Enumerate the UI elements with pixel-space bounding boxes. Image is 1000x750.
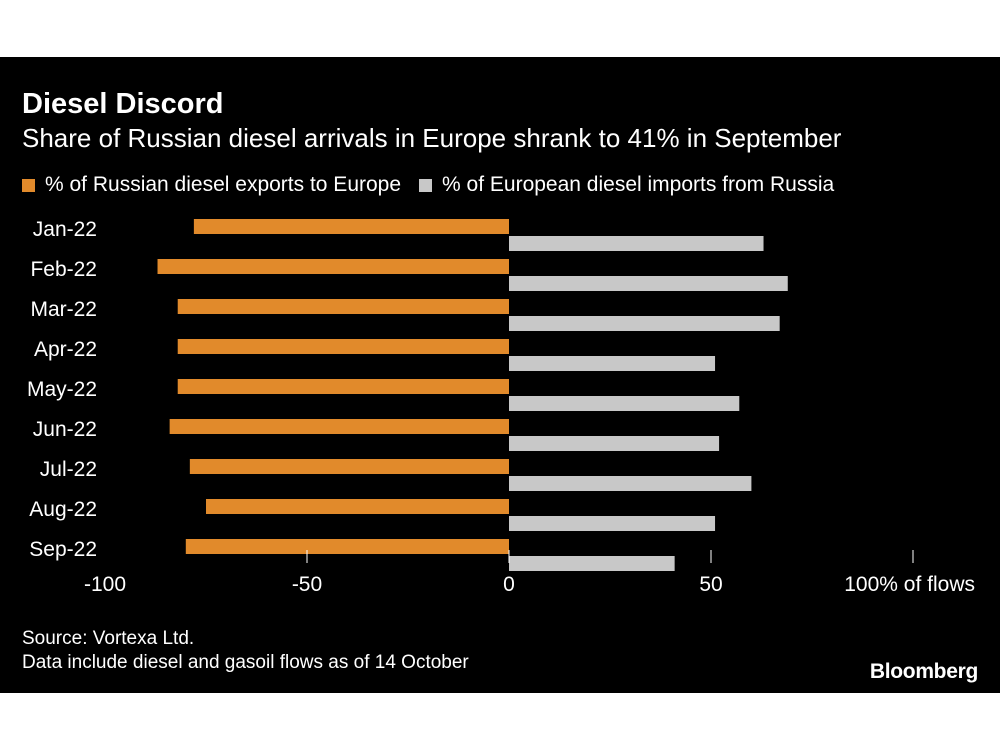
category-label: Jan-22 (33, 218, 97, 241)
chart-frame: Diesel Discord Share of Russian diesel a… (0, 57, 1000, 693)
x-tick-label: -50 (292, 573, 322, 596)
source-note: Source: Vortexa Ltd. (22, 628, 195, 649)
bar-exports (189, 459, 509, 474)
legend-swatch-imports (419, 178, 433, 192)
bar-exports (177, 299, 509, 314)
legend-label-exports: % of Russian diesel exports to Europe (45, 173, 402, 196)
bar-imports (509, 556, 675, 571)
legend-item-exports: % of Russian diesel exports to Europe (22, 173, 401, 197)
x-tick-label: 100% of flows (844, 573, 975, 596)
category-label: Apr-22 (34, 338, 97, 361)
bar-imports (509, 516, 716, 531)
category-label: Sep-22 (29, 538, 97, 561)
bar-exports (169, 419, 509, 434)
category-label: May-22 (27, 378, 97, 401)
data-note: Data include diesel and gasoil flows as … (22, 652, 469, 673)
bar-exports (206, 499, 509, 514)
legend-swatch-exports (22, 178, 35, 192)
category-label: Mar-22 (30, 298, 97, 321)
chart-subtitle: Share of Russian diesel arrivals in Euro… (22, 123, 842, 153)
chart-title: Diesel Discord (22, 88, 224, 120)
bar-chart: Jan-22 Feb-22 Mar-22 Apr-22 May-22 Jun-22 Jul-… (27, 218, 975, 596)
legend-label-imports: % of European diesel imports from Russia (442, 173, 835, 196)
bar-imports (509, 356, 716, 371)
bar-imports (509, 476, 752, 491)
x-tick-label: 50 (699, 573, 722, 596)
bar-exports (157, 259, 509, 274)
legend-item-imports: % of European diesel imports from Russia (419, 173, 834, 197)
x-tick-label: -100 (84, 573, 126, 596)
bar-imports (509, 236, 764, 251)
bar-exports (177, 379, 509, 394)
bar-imports (509, 436, 720, 451)
bar-imports (509, 316, 780, 331)
bar-imports (509, 276, 788, 291)
bar-exports (177, 339, 509, 354)
category-label: Aug-22 (29, 498, 97, 521)
bar-imports (509, 396, 740, 411)
bar-exports (185, 539, 510, 554)
bar-exports (193, 219, 509, 234)
x-tick-label: 0 (503, 573, 515, 596)
bloomberg-logo: Bloomberg (869, 660, 978, 683)
category-label: Jul-22 (40, 458, 97, 481)
category-label: Feb-22 (30, 258, 97, 281)
category-label: Jun-22 (33, 418, 97, 441)
legend: % of Russian diesel exports to Europe % … (22, 171, 852, 199)
